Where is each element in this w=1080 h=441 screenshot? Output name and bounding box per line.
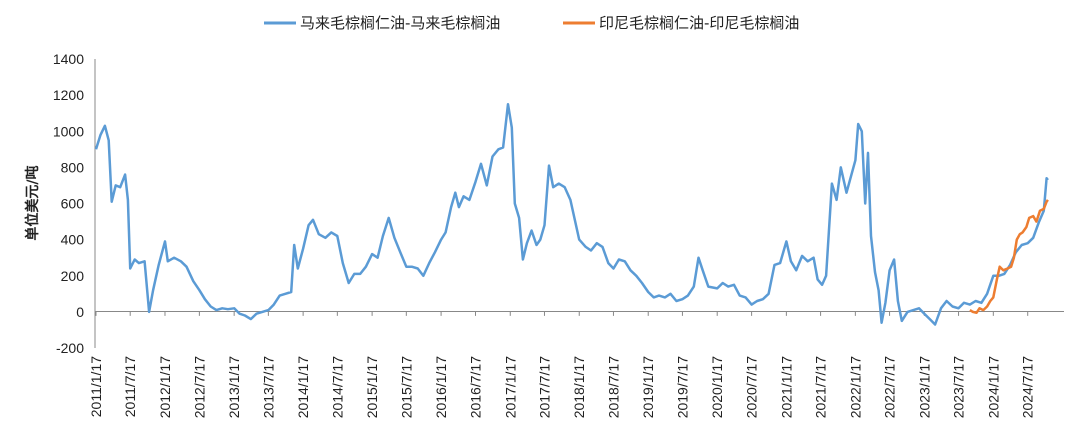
x-tick-label: 2015/1/17: [364, 356, 380, 418]
x-tick-label: 2020/7/17: [744, 356, 760, 418]
y-tick-label: 600: [61, 196, 85, 212]
x-tick-label: 2013/1/17: [226, 356, 242, 418]
series-line-indonesia: [969, 199, 1049, 315]
series-layer: [94, 102, 1049, 326]
x-tick-label: 2024/7/17: [1020, 356, 1036, 418]
x-tick-label: 2017/1/17: [502, 356, 518, 418]
x-tick-label: 2016/1/17: [433, 356, 449, 418]
x-tick-label: 2024/1/17: [985, 356, 1001, 418]
legend-label-series-2: 印尼毛棕榈仁油-印尼毛棕榈油: [599, 14, 799, 32]
x-tick-label: 2018/7/17: [605, 356, 621, 418]
x-tick-label: 2015/7/17: [398, 356, 414, 418]
x-tick-label: 2011/7/17: [122, 356, 138, 417]
x-tick-label: 2020/1/17: [709, 356, 725, 418]
y-tick-label: 400: [61, 232, 85, 248]
x-tick-label: 2021/1/17: [778, 356, 794, 418]
y-tick-label: 1400: [53, 51, 84, 67]
x-tick-label: 2021/7/17: [813, 356, 829, 418]
y-tick-label: 200: [61, 268, 85, 284]
y-tick-label: 0: [76, 304, 84, 320]
x-tick-label: 2019/1/17: [640, 356, 656, 418]
y-tick-label: 1000: [53, 123, 84, 139]
x-tick-label: 2023/7/17: [951, 356, 967, 418]
x-tick-label: 2023/1/17: [916, 356, 932, 418]
x-tick-label: 2012/1/17: [157, 356, 173, 418]
y-tick-label: -200: [56, 340, 84, 356]
y-tick-label: 1200: [53, 87, 84, 103]
x-tick-label: 2014/7/17: [329, 356, 345, 418]
legend: 马来毛棕榈仁油-马来毛棕榈油 印尼毛棕榈仁油-印尼毛棕榈油: [264, 14, 799, 32]
x-tick-label: 2018/1/17: [571, 356, 587, 418]
x-tick-label: 2014/1/17: [295, 356, 311, 418]
x-tick-label: 2022/1/17: [847, 356, 863, 418]
x-tick-label: 2013/7/17: [260, 356, 276, 418]
series-line-malaysia: [94, 102, 1049, 326]
x-tick-labels: 2011/1/17 2011/7/17 2012/1/17 2012/7/17 2013…: [88, 311, 1036, 418]
y-axis-title: 单位美元/吨: [24, 165, 41, 240]
x-tick-label: 2011/1/17: [88, 356, 104, 417]
y-tick-labels: -200 0 200 400 600 800 1000 1200 1400: [53, 51, 84, 356]
x-tick-label: 2016/7/17: [467, 356, 483, 418]
y-tick-label: 800: [61, 159, 85, 175]
legend-label-series-1: 马来毛棕榈仁油-马来毛棕榈油: [300, 14, 500, 32]
x-tick-label: 2019/7/17: [674, 356, 690, 418]
x-tick-label: 2022/7/17: [882, 356, 898, 418]
x-tick-label: 2012/7/17: [191, 356, 207, 418]
x-tick-label: 2017/7/17: [536, 356, 552, 418]
